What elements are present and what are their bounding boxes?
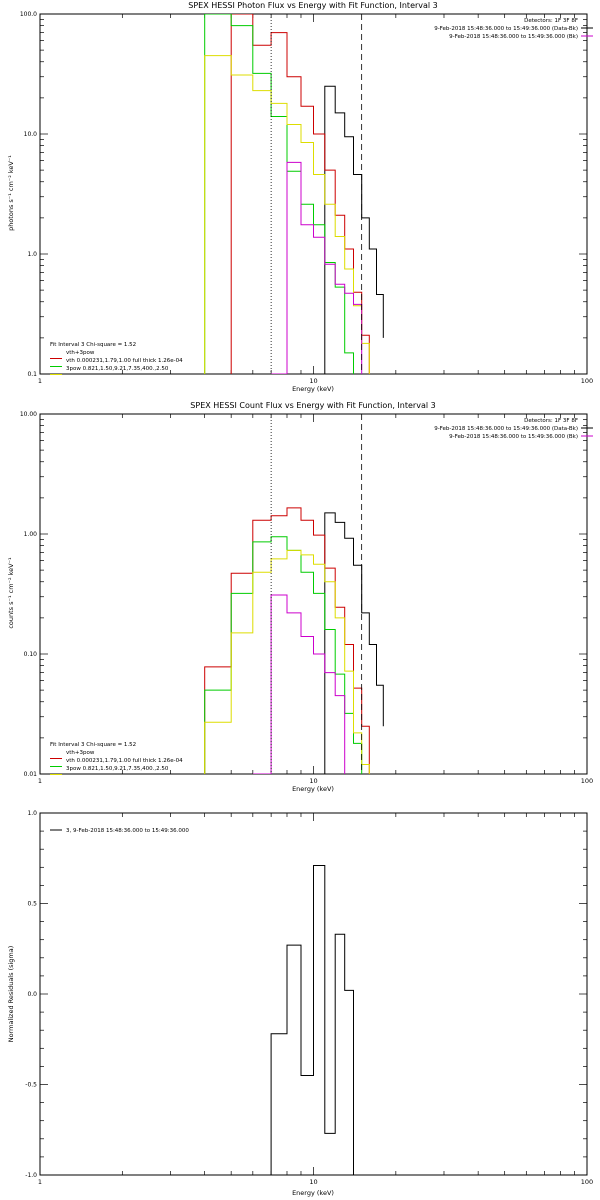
x-tick-label: 100 — [581, 1178, 593, 1186]
y-tick-label: -0.5 — [25, 1082, 37, 1089]
photon-flux-legend-header: Detectors: 1F 3F 8F 9-Feb-2018 15:48:36.… — [434, 18, 578, 40]
x-tick-label: 100 — [581, 777, 593, 785]
legend-model-name: vth+3pow — [66, 750, 95, 756]
y-tick-label: 0.0 — [27, 991, 37, 998]
y-tick-label: 10.0 — [24, 131, 38, 138]
series-line — [271, 161, 363, 374]
y-tick-label: 10.00 — [20, 411, 37, 418]
photon-flux-panel: SPEX HESSI Photon Flux vs Energy with Fi… — [7, 1, 593, 393]
series-line — [252, 594, 346, 774]
legend-interval-time: 3, 9-Feb-2018 15:48:36.000 to 15:49:36.0… — [66, 828, 189, 834]
legend-fit-interval: Fit Interval 3 Chi-square = 1.52 — [50, 742, 136, 748]
count-flux-title: SPEX HESSI Count Flux vs Energy with Fit… — [190, 401, 435, 410]
photon-flux-xlabel: Energy (keV) — [292, 385, 334, 393]
x-tick-label: 10 — [309, 1178, 317, 1186]
y-tick-label: 100.0 — [20, 11, 37, 18]
count-flux-legend-footer: Fit Interval 3 Chi-square = 1.52 vth+3po… — [50, 742, 183, 772]
series-line — [324, 512, 384, 774]
legend-detectors: Detectors: 1F 3F 8F — [524, 18, 578, 24]
y-tick-label: 0.01 — [24, 771, 38, 778]
x-tick-label: 10 — [309, 377, 317, 385]
plot-frame — [39, 413, 588, 775]
legend-fit-interval: Fit Interval 3 Chi-square = 1.52 — [50, 342, 136, 348]
residuals-panel: Energy (keV) Normalized Residuals (sigma… — [7, 810, 593, 1197]
legend-vth-params: vth 0.000231,1.79,1.00 full thick 1.26e-… — [66, 358, 183, 364]
series-line — [204, 549, 370, 774]
legend-model-name: vth+3pow — [66, 350, 95, 356]
series-line — [204, 536, 363, 774]
y-tick-label: 0.10 — [24, 651, 38, 658]
count-flux-ylabel: counts s⁻¹ cm⁻² keV⁻¹ — [7, 557, 15, 629]
x-tick-label: 1 — [38, 377, 42, 385]
photon-flux-ylabel: photons s⁻¹ cm⁻² keV⁻¹ — [7, 155, 15, 231]
plot-frame — [39, 13, 588, 375]
legend-3pow-params: 3pow 0.821,1.50,9.21,7.35,400.,2.50 — [66, 366, 169, 372]
y-tick-label: 1.0 — [27, 251, 37, 258]
series-line — [270, 865, 354, 1175]
legend-data-bk: 9-Feb-2018 15:48:36.000 to 15:49:36.000 … — [434, 426, 578, 432]
photon-flux-legend-footer: Fit Interval 3 Chi-square = 1.52 vth+3po… — [50, 342, 183, 372]
y-tick-label: -1.0 — [25, 1172, 37, 1179]
legend-detectors: Detectors: 1F 3F 8F — [524, 418, 578, 424]
legend-bk: 9-Feb-2018 15:48:36.000 to 15:49:36.000 … — [449, 34, 578, 40]
x-tick-label: 100 — [581, 377, 593, 385]
photon-flux-title: SPEX HESSI Photon Flux vs Energy with Fi… — [188, 1, 438, 10]
residuals-ylabel: Normalized Residuals (sigma) — [7, 946, 15, 1043]
count-flux-xlabel: Energy (keV) — [292, 785, 334, 793]
legend-data-bk: 9-Feb-2018 15:48:36.000 to 15:49:36.000 … — [434, 26, 578, 32]
series-line — [204, 14, 354, 374]
x-tick-label: 1 — [38, 1178, 42, 1186]
residuals-legend: 3, 9-Feb-2018 15:48:36.000 to 15:49:36.0… — [66, 828, 189, 834]
series-line — [324, 85, 384, 374]
y-tick-label: 1.0 — [27, 810, 37, 817]
count-flux-panel: SPEX HESSI Count Flux vs Energy with Fit… — [7, 401, 593, 793]
legend-3pow-params: 3pow 0.821,1.50,9.21,7.35,400.,2.50 — [66, 766, 169, 772]
x-tick-label: 10 — [309, 777, 317, 785]
legend-bk: 9-Feb-2018 15:48:36.000 to 15:49:36.000 … — [449, 434, 578, 440]
y-tick-label: 1.00 — [24, 531, 38, 538]
residuals-xlabel: Energy (keV) — [292, 1189, 334, 1197]
y-tick-label: 0.5 — [27, 901, 37, 908]
count-flux-legend-header: Detectors: 1F 3F 8F 9-Feb-2018 15:48:36.… — [434, 418, 578, 440]
y-tick-label: 0.1 — [27, 371, 37, 378]
series-line — [230, 14, 370, 374]
legend-vth-params: vth 0.000231,1.79,1.00 full thick 1.26e-… — [66, 758, 183, 764]
x-tick-label: 1 — [38, 777, 42, 785]
